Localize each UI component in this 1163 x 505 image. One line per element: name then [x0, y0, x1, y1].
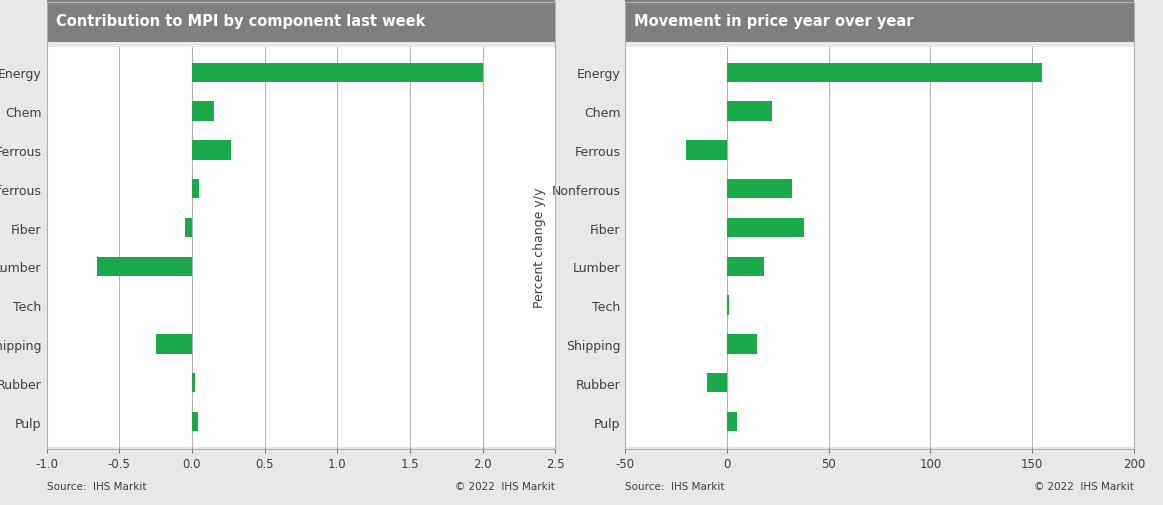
Bar [192, 102, 214, 122]
Bar [192, 373, 194, 393]
Text: Contribution to MPI by component last week: Contribution to MPI by component last we… [56, 14, 426, 29]
Bar [192, 412, 198, 431]
Bar [98, 257, 192, 277]
Bar [727, 412, 737, 431]
Text: © 2022  IHS Markit: © 2022 IHS Markit [1034, 481, 1134, 491]
Text: Source:  IHS Markit: Source: IHS Markit [626, 481, 725, 491]
Bar [727, 257, 763, 277]
Bar [727, 64, 1042, 83]
Bar [192, 141, 231, 160]
Bar [727, 218, 805, 238]
Bar [686, 141, 727, 160]
Text: Source:  IHS Markit: Source: IHS Markit [47, 481, 147, 491]
Bar [707, 373, 727, 393]
Bar [727, 102, 772, 122]
Bar [727, 180, 792, 199]
Bar [192, 180, 199, 199]
Bar [192, 64, 483, 83]
Bar [185, 218, 192, 238]
Text: © 2022  IHS Markit: © 2022 IHS Markit [456, 481, 555, 491]
Bar [727, 335, 757, 354]
Bar [727, 296, 729, 315]
Text: Movement in price year over year: Movement in price year over year [635, 14, 914, 29]
Y-axis label: Percent change y/y: Percent change y/y [533, 187, 545, 308]
Bar [156, 335, 192, 354]
